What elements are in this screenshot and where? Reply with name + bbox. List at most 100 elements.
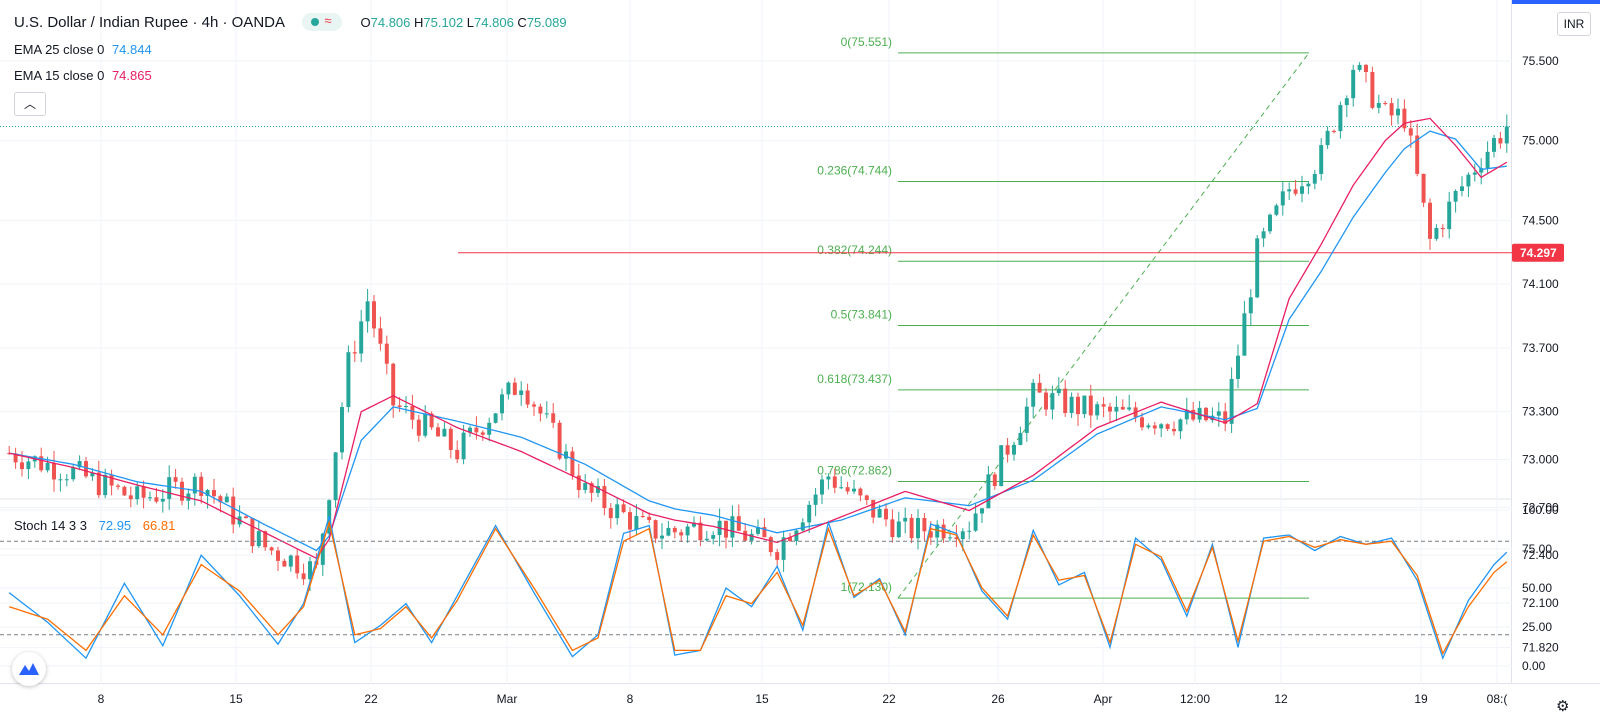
candle-body [218,496,223,503]
price-tick-label: 75.500 [1522,54,1559,68]
time-tick-label: 8 [627,692,634,706]
candle-body [1306,183,1311,187]
candle-body [160,498,165,502]
candle-body [698,522,703,541]
candle-body [64,479,69,481]
candle-body [1140,417,1144,428]
candle-body [250,518,255,547]
candle-body [1114,406,1119,412]
candle-body [1396,108,1400,116]
stoch-tick-label: 25.00 [1522,620,1552,634]
candle-body [551,413,556,423]
candle-body [1223,411,1228,424]
ema25-value: 74.844 [111,42,152,57]
candle-body [615,504,620,519]
candle-body [1498,138,1503,144]
candle-body [980,508,984,514]
candle-body [1216,411,1221,416]
candle-body [743,530,748,541]
candle-body [122,486,127,496]
high-value: 75.102 [423,15,464,30]
candle-body [1351,69,1356,99]
candle-body [1300,186,1304,194]
candle-body [781,537,786,560]
candle-body [416,419,421,436]
fib-trend-line [897,52,1310,599]
price-tick-label: 72.100 [1522,596,1559,610]
candle-body [800,522,805,531]
candle-body [269,547,274,551]
candle-body [96,472,101,496]
fib-level-label: 0.236(74.744) [817,164,892,178]
candle-body [1364,64,1368,72]
gear-icon[interactable]: ⚙ [1556,698,1570,715]
candle-body [77,461,82,468]
candle-body [1408,128,1413,136]
candle-body [621,504,626,513]
symbol-legend[interactable]: U.S. Dollar / Indian Rupee · 4h · OANDA … [14,13,567,32]
candle-body [1159,424,1164,429]
ema15-legend[interactable]: EMA 15 close 0 74.865 [14,68,152,83]
candle-body [167,477,172,499]
candle-body [109,474,114,486]
ema15-value: 74.865 [111,68,152,83]
tradingview-logo-icon[interactable] [12,652,46,686]
candle-body [532,404,536,407]
time-tick-label: 22 [882,692,896,706]
time-tick-label: 22 [364,692,378,706]
candle-body [666,527,671,536]
candle-body [992,474,997,487]
interval-label: 4h [201,14,219,31]
price-tick-label: 74.500 [1522,213,1559,227]
stoch-k-value: 72.95 [98,518,132,533]
candle-body [1466,174,1471,187]
candle-body [634,515,639,530]
candle-body [116,485,120,487]
open-value: 74.806 [370,15,411,30]
candle-body [1357,64,1362,70]
candle-body [244,516,248,519]
candle-body [391,363,396,406]
candle-body [832,476,837,488]
fibonacci-retracement[interactable]: 0(75.551) 0.236(74.744) 0.382(74.244) 0.5(7… [0,35,1512,599]
candle-body [1165,424,1170,429]
wave-icon: ≈ [324,13,332,29]
ema25-line [9,130,1507,552]
candle-body [1012,444,1016,455]
accent-bar [1512,0,1600,4]
candle-body [461,432,466,460]
candle-body [768,537,773,553]
candle-body [640,515,645,517]
price-axis[interactable]: 75.500 75.000 74.500 74.100 73.700 73.300 73.0… [1512,54,1564,673]
candle-body [820,479,824,495]
price-tick-label: 73.700 [1522,341,1559,355]
candle-body [404,406,408,408]
candle-body [1434,227,1439,239]
candle-body [928,531,933,538]
collapse-legend-button[interactable]: ︿ [14,92,46,116]
candle-body [935,524,940,538]
ema25-legend[interactable]: EMA 25 close 0 74.844 [14,42,152,57]
candle-body [436,427,440,437]
stoch-legend[interactable]: Stoch 14 3 3 72.95 66.81 [14,518,175,533]
candle-body [660,535,664,539]
candle-body [1287,189,1292,192]
fib-level-label: 0.786(72.862) [817,463,892,477]
candle-body [26,461,31,470]
fib-level-label: 0.382(74.244) [817,243,892,257]
candle-body [500,394,504,414]
stoch-label: Stoch 14 3 3 [14,518,87,533]
candle-body [468,427,472,433]
candle-body [858,488,863,496]
candle-body [1268,214,1272,232]
candle-body [1421,173,1426,203]
candle-body [884,508,888,520]
candle-body [1184,409,1189,420]
price-tick-label: 73.000 [1522,453,1559,467]
time-axis[interactable]: 8 15 22 Mar 8 15 22 26 Apr 12:00 12 19 08:( [98,692,1508,706]
currency-button[interactable]: INR [1557,12,1591,36]
candle-body [1172,428,1176,432]
market-status-pill[interactable]: ≈ [302,13,343,32]
